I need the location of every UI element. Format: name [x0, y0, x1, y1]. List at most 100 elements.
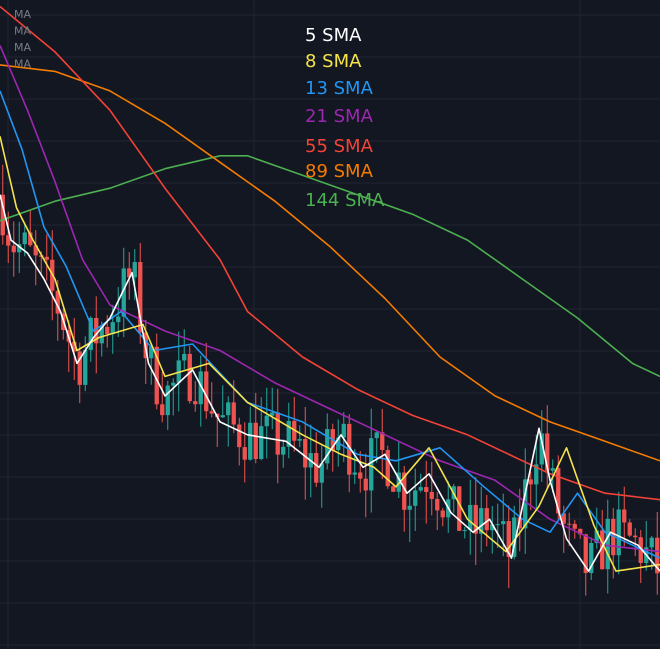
candle: [281, 439, 286, 468]
candle: [462, 526, 467, 539]
candle: [264, 387, 269, 459]
candle: [633, 528, 638, 557]
candle: [270, 387, 275, 430]
sma-line-5: [0, 194, 660, 572]
candle: [160, 372, 165, 423]
candle: [319, 445, 324, 508]
ma-tag: MA: [14, 25, 31, 38]
candle: [165, 380, 170, 430]
candle: [572, 520, 577, 539]
legend-entry-13-sma: 13 SMA: [305, 78, 374, 99]
candle: [501, 493, 506, 557]
sma-line-89: [0, 64, 660, 462]
sma-line-144: [0, 155, 660, 378]
ma-tag: MA: [14, 8, 31, 21]
legend-entry-89-sma: 89 SMA: [305, 161, 374, 182]
sma-line-55: [0, 5, 660, 501]
candle: [468, 479, 473, 555]
candle: [622, 486, 627, 547]
candle: [292, 397, 297, 452]
candle: [198, 355, 203, 427]
candle: [242, 422, 247, 483]
candle: [154, 333, 159, 410]
candle: [220, 385, 225, 418]
moving-averages: [0, 5, 660, 572]
candle: [495, 503, 500, 549]
candle: [418, 473, 423, 493]
candles: [0, 164, 660, 596]
candle: [385, 445, 390, 489]
candle: [429, 461, 434, 516]
candle: [589, 537, 594, 580]
sma-line-21: [0, 45, 660, 553]
candle: [325, 413, 330, 470]
candle: [435, 492, 440, 530]
candle: [341, 412, 346, 462]
legend-entry-8-sma: 8 SMA: [305, 51, 362, 72]
candle: [644, 520, 649, 571]
candle: [138, 243, 143, 344]
candle: [11, 221, 16, 277]
candle: [77, 342, 82, 404]
candle: [44, 234, 49, 281]
ma-tags: MA MA MA MA: [14, 8, 31, 71]
candle: [358, 451, 363, 493]
candle: [490, 505, 495, 554]
sma-line-13: [0, 90, 660, 559]
candle: [600, 510, 605, 570]
candle: [347, 414, 352, 493]
candle: [396, 441, 401, 499]
candle: [248, 406, 253, 461]
candle: [407, 490, 412, 543]
candle: [275, 388, 280, 484]
candle: [528, 471, 533, 511]
legend-entry-21-sma: 21 SMA: [305, 106, 374, 127]
candle: [209, 382, 214, 418]
candle: [171, 378, 176, 416]
candle: [473, 477, 478, 565]
candle: [286, 402, 291, 459]
candle: [605, 499, 610, 594]
candle: [182, 329, 187, 370]
candle: [457, 486, 462, 532]
candle: [116, 287, 121, 337]
ma-tag: MA: [14, 58, 31, 71]
sma-line-8: [0, 136, 660, 572]
candle: [545, 405, 550, 489]
candle: [28, 209, 33, 248]
candle: [534, 434, 539, 511]
candle: [424, 460, 429, 524]
candle: [193, 381, 198, 412]
candle: [369, 408, 374, 513]
candle: [33, 230, 38, 286]
candle: [297, 425, 302, 448]
candle: [655, 511, 660, 595]
candle: [413, 468, 418, 531]
candle: [127, 252, 132, 300]
candle: [72, 317, 77, 380]
candle: [583, 533, 588, 596]
candle: [380, 408, 385, 480]
sma-legend: 5 SMA 8 SMA 13 SMA 21 SMA 55 SMA 89 SMA 144 SM…: [305, 25, 385, 211]
candle: [149, 343, 154, 385]
legend-entry-55-sma: 55 SMA: [305, 136, 374, 157]
candle: [567, 512, 572, 547]
candle: [616, 491, 621, 575]
candle: [121, 247, 126, 338]
candle: [440, 507, 445, 527]
legend-entry-144-sma: 144 SMA: [305, 190, 385, 211]
candle: [649, 535, 654, 570]
candle: [512, 505, 517, 560]
candle: [479, 486, 484, 553]
candle: [638, 530, 643, 584]
legend-entry-5-sma: 5 SMA: [305, 25, 362, 46]
candle: [237, 417, 242, 466]
ma-tag: MA: [14, 41, 31, 54]
candle: [303, 407, 308, 500]
candle: [204, 342, 209, 419]
candle: [451, 483, 456, 513]
candle: [627, 519, 632, 538]
